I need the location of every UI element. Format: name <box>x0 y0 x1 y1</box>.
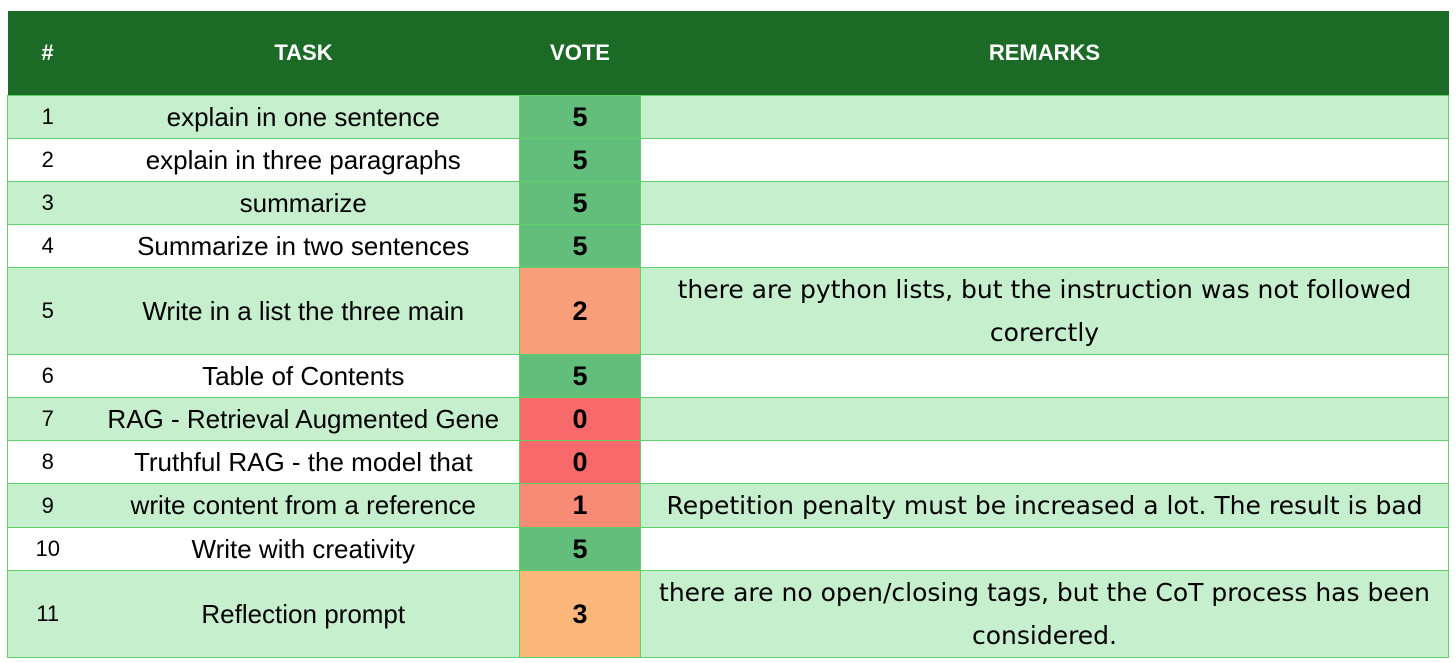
remarks-cell[interactable] <box>640 397 1449 441</box>
table-row: 10 Write with creativity 5 <box>7 527 1449 571</box>
row-number[interactable]: 5 <box>7 267 88 355</box>
header-vote[interactable]: VOTE <box>519 11 641 96</box>
table-row: 6 Table of Contents 5 <box>7 354 1449 398</box>
row-number[interactable]: 8 <box>7 440 88 484</box>
row-number[interactable]: 10 <box>7 527 88 571</box>
task-cell[interactable]: explain in three paragraphs <box>87 138 520 182</box>
remarks-cell[interactable] <box>640 95 1449 139</box>
task-cell[interactable]: Table of Contents <box>87 354 520 398</box>
remarks-cell[interactable] <box>640 181 1449 225</box>
table-row: 2 explain in three paragraphs 5 <box>7 138 1449 182</box>
task-cell[interactable]: summarize <box>87 181 520 225</box>
vote-cell[interactable]: 5 <box>519 354 641 398</box>
vote-cell[interactable]: 5 <box>519 527 641 571</box>
row-number[interactable]: 1 <box>7 95 88 139</box>
table-row: 1 explain in one sentence 5 <box>7 95 1449 139</box>
table-row: 7 RAG - Retrieval Augmented Gene 0 <box>7 397 1449 441</box>
header-num[interactable]: # <box>7 11 88 96</box>
header-remarks[interactable]: REMARKS <box>640 11 1449 96</box>
task-cell[interactable]: Summarize in two sentences <box>87 224 520 268</box>
header-task[interactable]: TASK <box>87 11 520 96</box>
vote-cell[interactable]: 1 <box>519 483 641 528</box>
remarks-cell[interactable] <box>640 527 1449 571</box>
remarks-cell[interactable] <box>640 138 1449 182</box>
task-cell[interactable]: Truthful RAG - the model that <box>87 440 520 484</box>
vote-cell[interactable]: 2 <box>519 267 641 355</box>
table-row: 8 Truthful RAG - the model that 0 <box>7 440 1449 484</box>
table-row: 5 Write in a list the three main 2 there… <box>7 267 1449 355</box>
remarks-cell[interactable]: there are python lists, but the instruct… <box>640 267 1449 355</box>
evaluation-table: # TASK VOTE REMARKS 1 explain in one sen… <box>7 11 1449 658</box>
row-number[interactable]: 9 <box>7 483 88 528</box>
row-number[interactable]: 4 <box>7 224 88 268</box>
vote-cell[interactable]: 5 <box>519 138 641 182</box>
header-row: # TASK VOTE REMARKS <box>7 11 1449 96</box>
table-row: 9 write content from a reference 1 Repet… <box>7 483 1449 528</box>
task-cell[interactable]: write content from a reference <box>87 483 520 528</box>
vote-cell[interactable]: 3 <box>519 570 641 658</box>
row-number[interactable]: 3 <box>7 181 88 225</box>
table-row: 4 Summarize in two sentences 5 <box>7 224 1449 268</box>
task-cell[interactable]: Reflection prompt <box>87 570 520 658</box>
remarks-cell[interactable] <box>640 354 1449 398</box>
task-cell[interactable]: RAG - Retrieval Augmented Gene <box>87 397 520 441</box>
row-number[interactable]: 11 <box>7 570 88 658</box>
task-cell[interactable]: Write with creativity <box>87 527 520 571</box>
vote-cell[interactable]: 5 <box>519 181 641 225</box>
task-cell[interactable]: explain in one sentence <box>87 95 520 139</box>
vote-cell[interactable]: 0 <box>519 397 641 441</box>
table-row: 11 Reflection prompt 3 there are no open… <box>7 570 1449 658</box>
vote-cell[interactable]: 5 <box>519 224 641 268</box>
row-number[interactable]: 6 <box>7 354 88 398</box>
table-body: 1 explain in one sentence 5 2 explain in… <box>7 95 1449 658</box>
remarks-cell[interactable] <box>640 224 1449 268</box>
row-number[interactable]: 7 <box>7 397 88 441</box>
table-row: 3 summarize 5 <box>7 181 1449 225</box>
remarks-cell[interactable]: there are no open/closing tags, but the … <box>640 570 1449 658</box>
vote-cell[interactable]: 0 <box>519 440 641 484</box>
task-cell[interactable]: Write in a list the three main <box>87 267 520 355</box>
remarks-cell[interactable]: Repetition penalty must be increased a l… <box>640 483 1449 528</box>
row-number[interactable]: 2 <box>7 138 88 182</box>
vote-cell[interactable]: 5 <box>519 95 641 139</box>
remarks-cell[interactable] <box>640 440 1449 484</box>
